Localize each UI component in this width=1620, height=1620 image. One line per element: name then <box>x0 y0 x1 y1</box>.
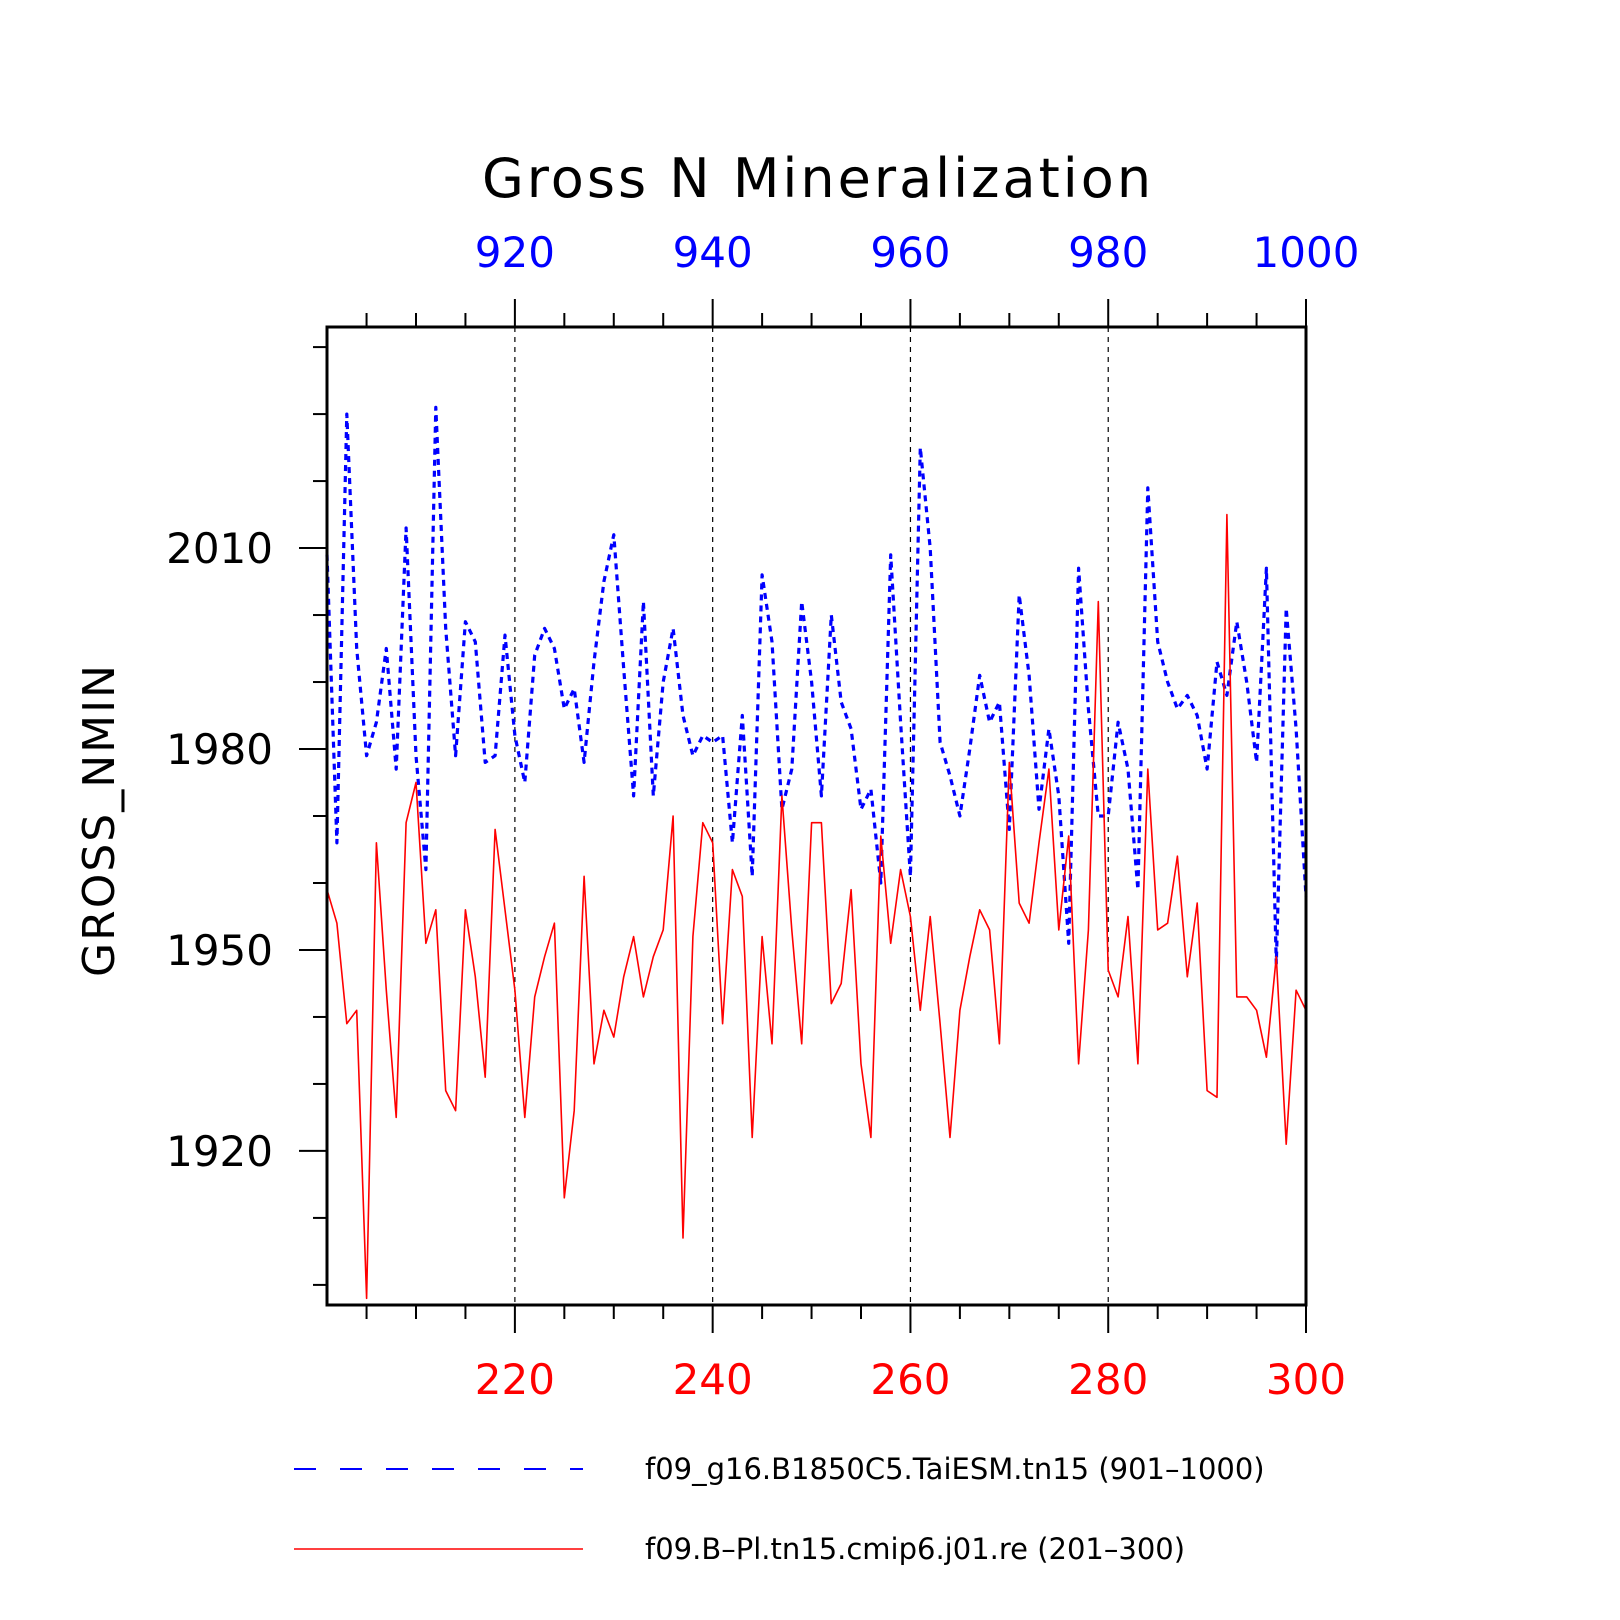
y-axis-label: GROSS_NMIN <box>74 663 125 977</box>
bottom-tick-label: 260 <box>870 1355 950 1404</box>
bottom-tick-label: 220 <box>475 1355 555 1404</box>
series-line-blue <box>325 405 1308 966</box>
y-tick-label: 1980 <box>166 725 273 774</box>
top-tick-label: 940 <box>673 228 753 277</box>
series-layer <box>325 405 1308 1300</box>
chart-title: Gross N Mineralization <box>482 147 1154 210</box>
y-tick-label: 1920 <box>166 1127 273 1176</box>
legend: f09_g16.B1850C5.TaiESM.tn15 (901–1000) f0… <box>294 1452 1265 1566</box>
axes: 1920 1950 1980 2010 920 940 960 980 1000 220 240 26… <box>166 228 1359 1404</box>
top-tick-label: 920 <box>475 228 555 277</box>
top-tick-label: 980 <box>1068 228 1148 277</box>
bottom-tick-label: 300 <box>1266 1355 1346 1404</box>
legend-label: f09_g16.B1850C5.TaiESM.tn15 (901–1000) <box>645 1452 1265 1486</box>
y-tick-label: 1950 <box>166 926 273 975</box>
series-line-red <box>326 513 1307 1300</box>
grid-lines <box>514 327 1109 1305</box>
top-tick-label: 960 <box>870 228 950 277</box>
y-tick-label: 2010 <box>166 524 273 573</box>
bottom-tick-label: 240 <box>673 1355 753 1404</box>
top-tick-label: 1000 <box>1253 228 1360 277</box>
legend-label: f09.B–Pl.tn15.cmip6.j01.re (201–300) <box>645 1532 1185 1566</box>
bottom-tick-label: 280 <box>1068 1355 1148 1404</box>
plot-frame <box>325 325 1308 1307</box>
